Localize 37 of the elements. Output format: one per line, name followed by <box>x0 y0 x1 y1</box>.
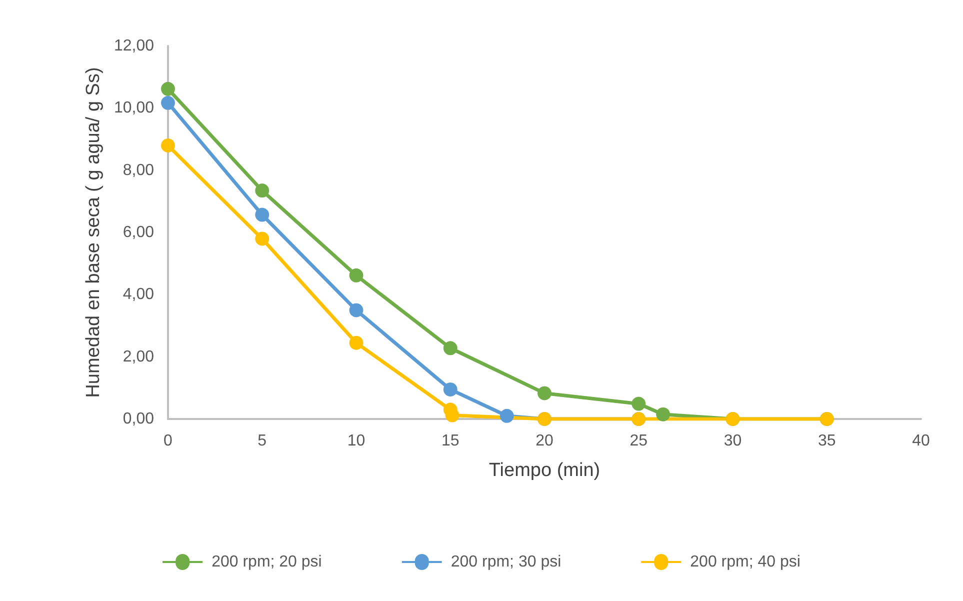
point <box>255 232 270 246</box>
x-tick-label: 30 <box>724 432 742 450</box>
x-tick-label: 5 <box>258 432 267 450</box>
y-axis-title: Humedad en base seca ( g agua/ g Ss) <box>83 67 104 398</box>
point <box>349 303 364 318</box>
x-tick-label: 20 <box>536 432 554 450</box>
point <box>656 407 670 422</box>
y-tick-label: 12,00 <box>114 38 154 54</box>
point <box>443 382 458 396</box>
legend-label: 200 rpm; 20 psi <box>212 554 322 570</box>
legend-label: 200 rpm; 40 psi <box>690 554 800 570</box>
x-tick-label: 35 <box>818 432 836 450</box>
y-tick-label: 10,00 <box>114 100 154 117</box>
point <box>538 386 552 400</box>
point <box>632 396 646 411</box>
x-axis-title: Tiempo (min) <box>488 460 600 481</box>
y-tick-label: 0,00 <box>122 410 154 428</box>
y-tick-label: 6,00 <box>122 224 154 241</box>
point <box>255 184 270 198</box>
x-tick-label: 15 <box>441 432 460 450</box>
point <box>161 138 175 152</box>
x-tick-label: 0 <box>164 432 173 450</box>
point <box>445 408 460 422</box>
point <box>349 336 364 350</box>
point <box>255 208 270 222</box>
point <box>161 96 175 110</box>
point <box>349 268 364 282</box>
x-tick-label: 25 <box>630 432 648 450</box>
x-tick-label: 40 <box>912 432 930 450</box>
point <box>161 82 175 96</box>
y-tick-label: 4,00 <box>122 286 154 304</box>
point <box>500 408 514 423</box>
y-tick-label: 8,00 <box>122 162 154 179</box>
y-tick-label: 2,00 <box>122 348 154 366</box>
point <box>443 341 458 356</box>
x-tick-label: 10 <box>347 432 366 450</box>
legend-label: 200 rpm; 30 psi <box>450 554 562 570</box>
